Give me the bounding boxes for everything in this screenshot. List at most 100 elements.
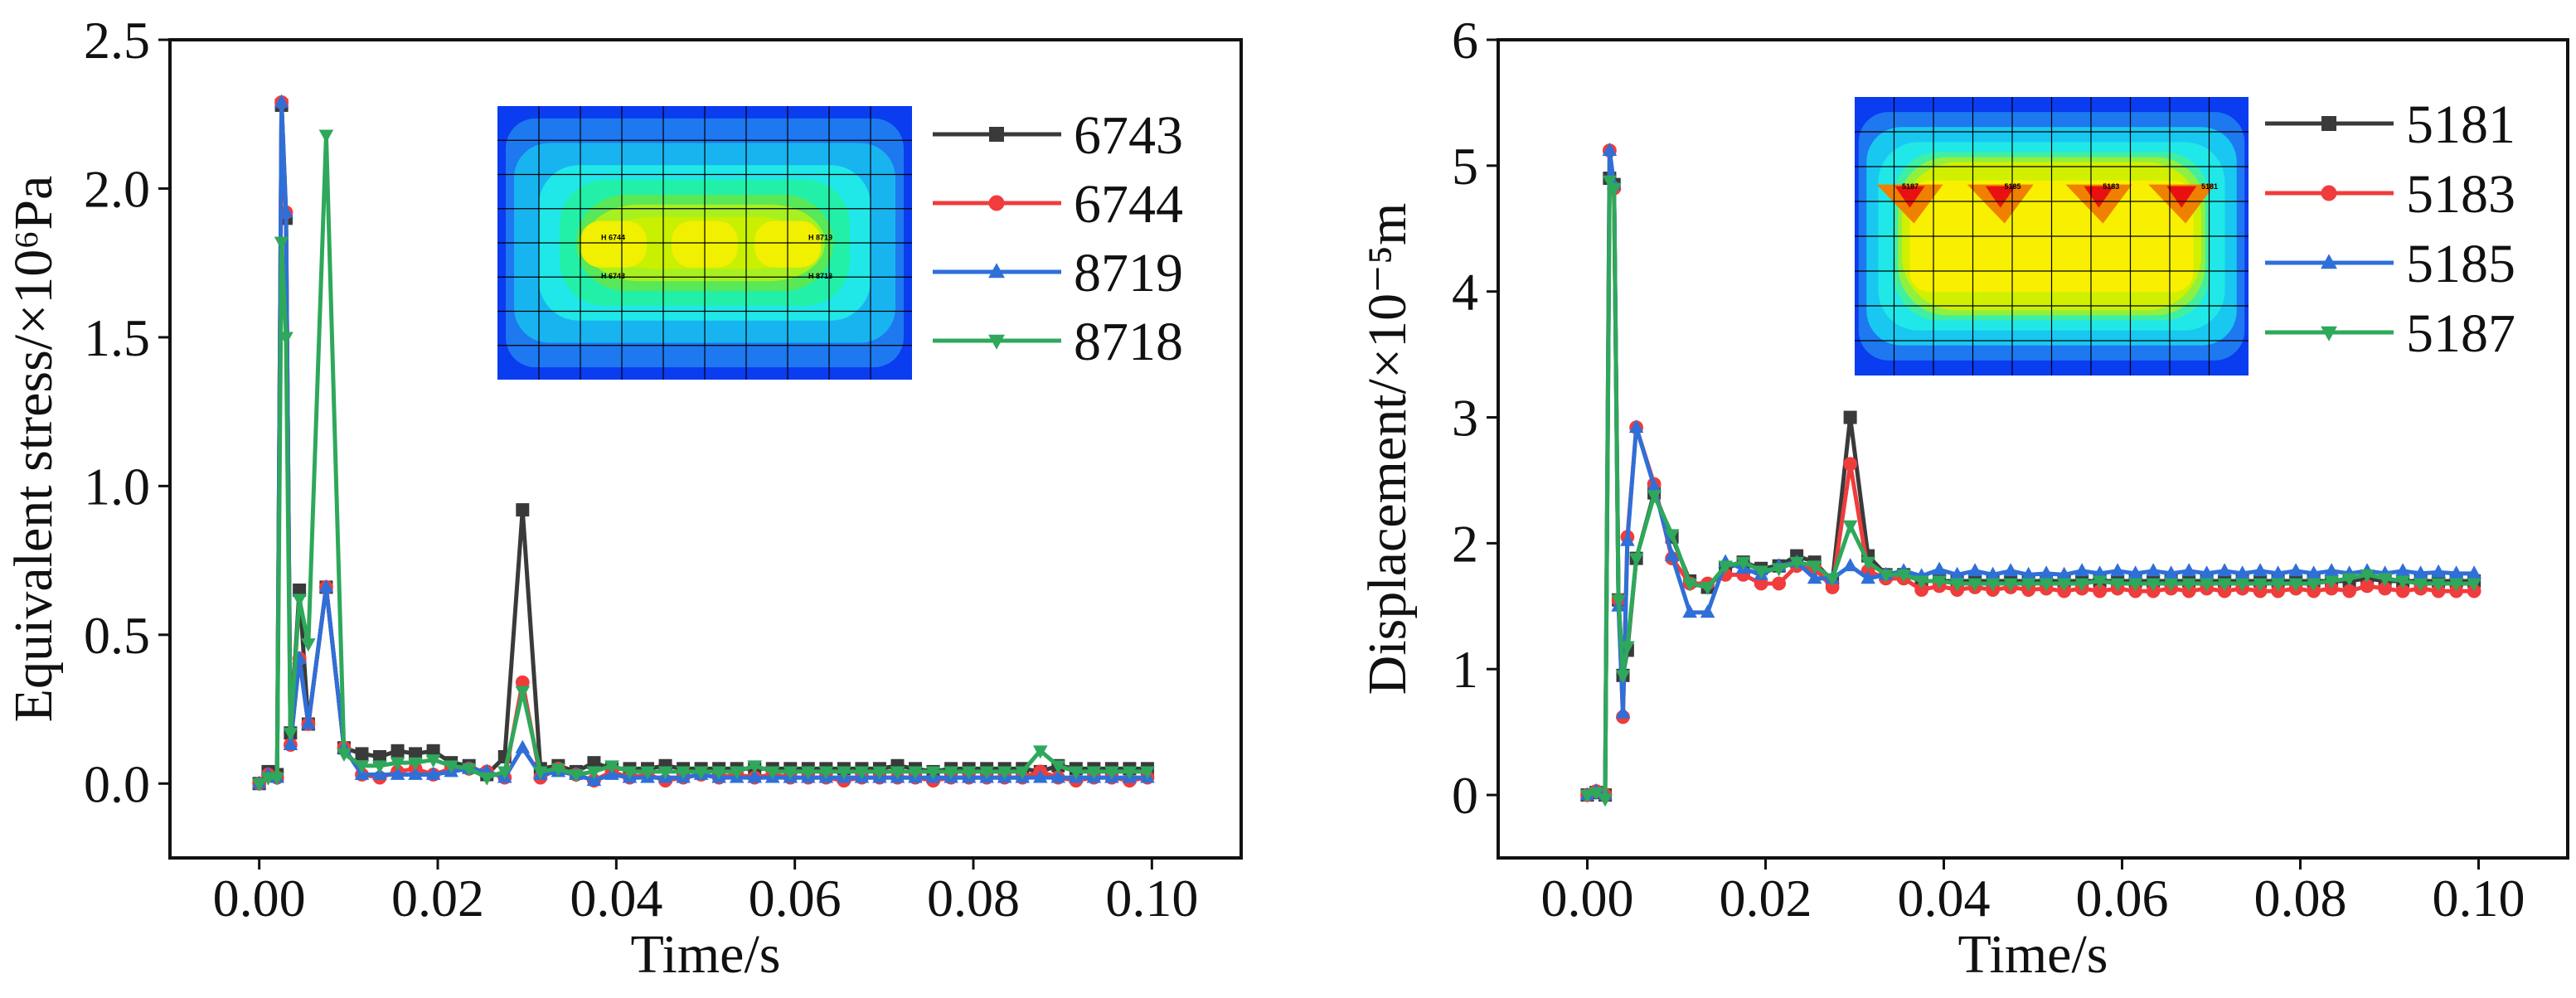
marker-triangle-up — [1602, 143, 1618, 157]
legend-item-6744: 6744 — [933, 174, 1183, 235]
marker-triangle-up — [2395, 563, 2410, 577]
marker-triangle-down — [979, 766, 994, 780]
marker-triangle-down — [837, 766, 851, 780]
marker-triangle-up — [1967, 563, 1982, 577]
legend-label: 5185 — [2406, 234, 2515, 294]
marker-triangle-down — [944, 766, 958, 780]
marker-circle — [1843, 457, 1858, 472]
marker-triangle-down — [354, 760, 370, 774]
marker-triangle-down — [444, 760, 458, 774]
marker-triangle-down — [2217, 578, 2232, 592]
marker-triangle-up — [2092, 565, 2108, 579]
marker-triangle-down — [2270, 578, 2286, 592]
marker-circle — [2360, 579, 2375, 593]
marker-triangle-down — [251, 778, 267, 792]
legend-label: 5187 — [2406, 303, 2515, 364]
marker-triangle-down — [497, 766, 512, 780]
marker-triangle-down — [872, 766, 887, 780]
marker-triangle-down — [551, 763, 566, 777]
marker-triangle-down — [1914, 575, 1929, 589]
y-tick-label: 2.0 — [84, 159, 150, 218]
marker-triangle-up — [1628, 419, 1644, 434]
marker-triangle-up — [2146, 563, 2161, 577]
y-tick-label: 2 — [1452, 514, 1478, 573]
plot-frame — [168, 38, 1243, 860]
y-tick-label: 0.0 — [84, 754, 150, 813]
marker-triangle-down — [2288, 578, 2303, 592]
marker-triangle-down — [1860, 556, 1875, 570]
marker-triangle-down — [801, 766, 816, 780]
marker-triangle-down — [2003, 578, 2018, 592]
marker-triangle-down — [2021, 578, 2036, 592]
y-tick-label: 5 — [1452, 137, 1478, 196]
marker-triangle-down — [1611, 594, 1626, 608]
x-tick-label: 0.08 — [2254, 869, 2347, 928]
marker-triangle-down — [1579, 789, 1595, 803]
marker-triangle-up — [279, 204, 293, 218]
marker-triangle-up — [1807, 570, 1822, 584]
legend-item-5185: 5185 — [2265, 234, 2515, 294]
x-tick-label: 0.06 — [749, 869, 842, 928]
marker-triangle-down — [2092, 575, 2108, 589]
marker-triangle-up — [2253, 563, 2268, 577]
marker-triangle-up — [283, 737, 298, 751]
marker-triangle-down — [925, 766, 941, 780]
plot-frame — [1497, 38, 2569, 860]
marker-triangle-down — [693, 766, 709, 780]
contour-red — [2166, 186, 2197, 208]
marker-circle — [1825, 580, 1840, 594]
marker-triangle-down — [2324, 575, 2339, 589]
marker-triangle-up — [2181, 563, 2196, 577]
marker-triangle-down — [1771, 563, 1787, 577]
marker-triangle-down — [622, 766, 638, 780]
marker-triangle-up — [1949, 566, 1965, 580]
marker-triangle-down — [1140, 766, 1155, 780]
marker-triangle-down — [2127, 578, 2143, 592]
node-label: 5187 — [1902, 182, 1919, 191]
series-5187 — [1579, 175, 2481, 807]
marker-triangle-down — [890, 766, 905, 780]
node-label: 5181 — [2201, 182, 2218, 191]
marker-triangle-down — [1825, 573, 1840, 587]
x-tick-label: 0.00 — [213, 869, 306, 928]
marker-triangle-down — [1050, 760, 1066, 774]
marker-triangle-up — [1647, 478, 1662, 492]
marker-triangle-down — [1015, 766, 1031, 780]
marker-triangle-down — [1589, 787, 1604, 801]
marker-triangle-down — [2431, 578, 2446, 592]
marker-circle — [2395, 584, 2410, 598]
marker-triangle-down — [1896, 569, 1911, 583]
marker-triangle-down — [997, 766, 1012, 780]
legend-item-5183: 5183 — [2265, 164, 2515, 225]
marker-triangle-up — [2467, 565, 2481, 579]
marker-triangle-up — [2306, 565, 2321, 579]
marker-square — [426, 744, 440, 758]
y-tick-label: 3 — [1452, 389, 1478, 448]
legend-item-5181: 5181 — [2265, 94, 2515, 155]
marker-square — [587, 756, 601, 770]
legend-label: 8718 — [1074, 312, 1183, 372]
node-label: 5185 — [2005, 182, 2021, 191]
legend-item-8719: 8719 — [933, 243, 1183, 303]
marker-triangle-down — [2413, 578, 2428, 592]
y-tick-label: 4 — [1452, 263, 1478, 322]
marker-triangle-down — [676, 766, 691, 780]
marker-triangle-up — [301, 715, 316, 729]
marker-triangle-down — [1932, 575, 1947, 589]
marker-triangle-down — [1620, 641, 1635, 655]
marker-triangle-down — [783, 766, 798, 780]
x-tick-label: 0.02 — [1720, 869, 1812, 928]
marker-triangle-up — [2270, 565, 2286, 579]
marker-triangle-down — [818, 766, 834, 780]
marker-triangle-down — [2039, 578, 2054, 592]
marker-triangle-down — [1069, 766, 1084, 780]
marker-triangle-down — [2306, 578, 2321, 592]
inset-contour-map: 5187 5185 5183 5181 — [1855, 97, 2249, 375]
marker-triangle-down — [2341, 573, 2357, 587]
marker-circle — [2093, 584, 2108, 598]
marker-triangle-down — [854, 766, 870, 780]
marker-circle — [2321, 185, 2337, 201]
marker-circle — [988, 195, 1005, 211]
marker-triangle-down — [1664, 529, 1680, 543]
marker-triangle-down — [1878, 569, 1894, 583]
